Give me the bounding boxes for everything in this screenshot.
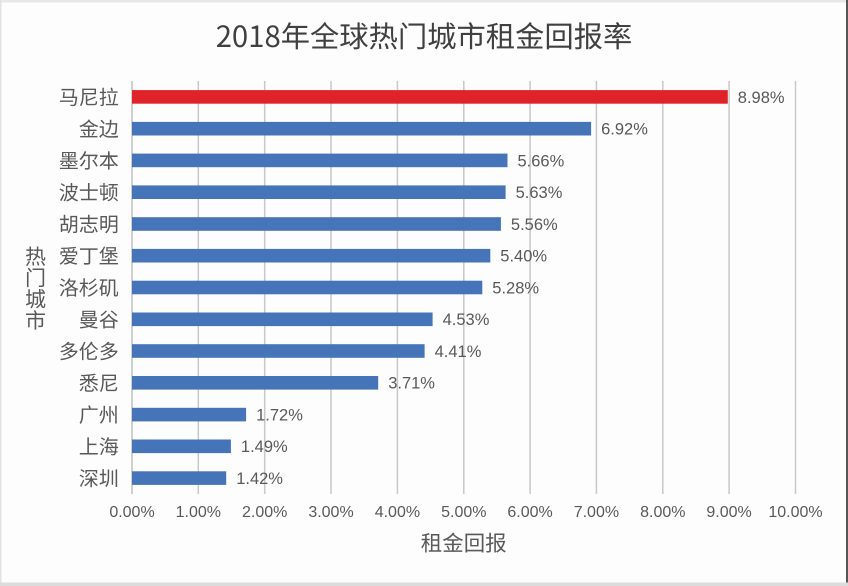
svg-text:6.92%: 6.92% xyxy=(601,121,648,139)
svg-text:4.53%: 4.53% xyxy=(443,311,490,329)
svg-text:4.00%: 4.00% xyxy=(375,504,420,521)
svg-text:7.00%: 7.00% xyxy=(574,504,619,521)
svg-text:1.42%: 1.42% xyxy=(236,470,283,488)
svg-text:8.00%: 8.00% xyxy=(640,504,685,521)
svg-text:1.72%: 1.72% xyxy=(256,407,303,425)
svg-text:4.41%: 4.41% xyxy=(435,343,482,361)
svg-text:0.00%: 0.00% xyxy=(109,504,154,521)
svg-text:3.00%: 3.00% xyxy=(308,504,353,521)
svg-text:5.56%: 5.56% xyxy=(511,216,558,234)
svg-text:5.66%: 5.66% xyxy=(518,152,565,170)
svg-text:2.00%: 2.00% xyxy=(242,504,287,521)
svg-text:1.00%: 1.00% xyxy=(176,504,221,521)
svg-text:6.00%: 6.00% xyxy=(507,504,552,521)
svg-text:5.63%: 5.63% xyxy=(516,184,563,202)
svg-text:1.49%: 1.49% xyxy=(241,438,288,456)
svg-text:5.28%: 5.28% xyxy=(492,279,539,297)
svg-text:5.00%: 5.00% xyxy=(441,504,486,521)
svg-text:3.71%: 3.71% xyxy=(388,375,435,393)
svg-text:5.40%: 5.40% xyxy=(500,248,547,266)
svg-text:10.00%: 10.00% xyxy=(768,504,822,521)
svg-text:9.00%: 9.00% xyxy=(706,504,751,521)
svg-text:8.98%: 8.98% xyxy=(738,89,785,107)
